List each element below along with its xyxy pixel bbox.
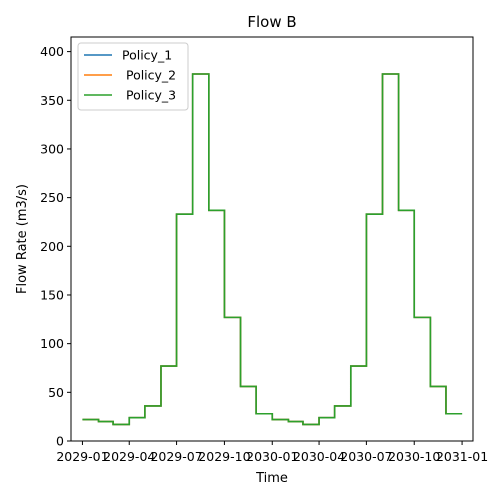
- series-line-3: [82, 73, 463, 426]
- y-axis: 0 50 100 150 200 250 300 350 400: [40, 44, 71, 449]
- x-tick-label: 2030-10: [388, 449, 440, 464]
- x-tick-label: 2030-01: [246, 449, 298, 464]
- x-axis: 2029-012029-042029-072029-102030-012030-…: [56, 441, 488, 464]
- legend-entry: Policy_3: [122, 88, 176, 103]
- series-line-2: [82, 73, 463, 426]
- y-tick-label: 150: [40, 287, 64, 302]
- y-axis-label: Flow Rate (m3/s): [15, 184, 30, 294]
- legend-entry: Policy_2: [122, 68, 176, 83]
- legend: Policy_1 Policy_2 Policy_3: [77, 42, 189, 111]
- y-tick-label: 50: [48, 385, 64, 400]
- x-tick-label: 2029-01: [56, 449, 108, 464]
- series-line-1: [82, 73, 463, 426]
- x-tick-label: 2030-04: [293, 449, 345, 464]
- plot-area: [82, 73, 463, 426]
- x-tick-label: 2030-07: [340, 449, 392, 464]
- y-tick-label: 250: [40, 190, 64, 205]
- y-tick-label: 200: [40, 239, 64, 254]
- y-tick-label: 100: [40, 336, 64, 351]
- x-tick-label: 2029-10: [198, 449, 250, 464]
- y-tick-label: 0: [56, 434, 64, 449]
- x-tick-label: 2029-07: [150, 449, 202, 464]
- legend-entry: Policy_1: [122, 48, 172, 63]
- y-tick-label: 350: [40, 93, 64, 108]
- y-tick-label: 300: [40, 141, 64, 156]
- chart-title: Flow B: [247, 13, 296, 31]
- x-tick-label: 2029-04: [103, 449, 155, 464]
- legend-box: [77, 42, 189, 111]
- y-tick-label: 400: [40, 44, 64, 59]
- x-axis-label: Time: [255, 471, 288, 486]
- x-tick-label: 2031-01: [436, 449, 488, 464]
